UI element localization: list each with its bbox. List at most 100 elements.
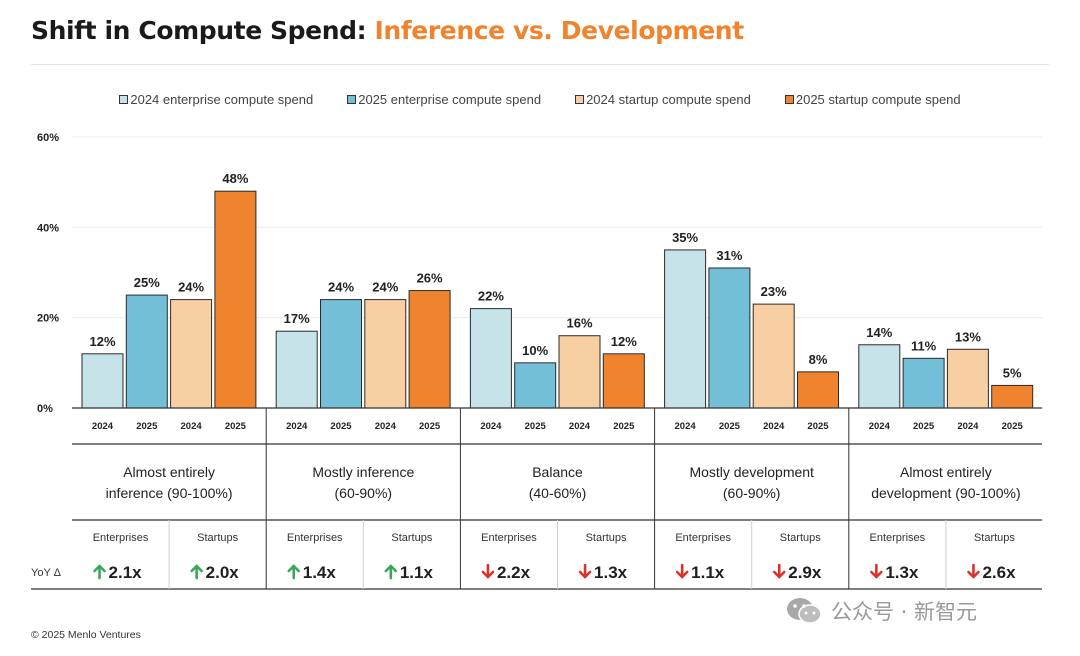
yoy-column-label: Startups [974, 532, 1015, 544]
bar [602, 353, 645, 409]
x-tick-label: 2024 [480, 421, 502, 432]
watermark-text: 公众号 · 新智元 [831, 600, 978, 624]
bar-value-label: 11% [911, 338, 937, 353]
bar-value-label: 25% [134, 275, 160, 290]
yoy-column-label: Enterprises [287, 532, 343, 544]
legend-item-startup-2025: 2025 startup compute spend [784, 92, 961, 107]
yoy-row-label: YoY Δ [31, 567, 62, 579]
x-tick-label: 2024 [286, 421, 308, 432]
bar-value-label: 31% [716, 248, 742, 263]
yoy-value: 1.1x [400, 563, 434, 582]
title-divider [31, 64, 1049, 65]
x-tick-label: 2025 [719, 421, 741, 432]
legend-swatch-enterprise-2024 [119, 95, 129, 104]
bar-value-label: 24% [328, 280, 354, 295]
group-label-line2: inference (90-100%) [106, 485, 233, 501]
bar-value-label: 24% [178, 280, 204, 295]
bar-value-label: 16% [566, 316, 592, 331]
bar [902, 357, 945, 409]
down-arrow-icon [578, 563, 592, 579]
legend-item-enterprise-2025: 2025 enterprise compute spend [347, 92, 541, 107]
x-tick-label: 2024 [181, 421, 203, 432]
bar [514, 362, 557, 409]
yoy-value: 2.2x [497, 563, 531, 582]
y-tick-label: 40% [37, 222, 59, 234]
x-tick-label: 2025 [613, 421, 635, 432]
x-tick-label: 2025 [1002, 421, 1024, 432]
yoy-value: 1.1x [691, 563, 725, 582]
yoy-column-label: Startups [780, 532, 821, 544]
bar-value-label: 22% [478, 289, 504, 304]
up-arrow-icon [190, 564, 203, 580]
group-label-line1: Mostly development [689, 464, 814, 480]
bar [408, 290, 451, 409]
copyright-footer: © 2025 Menlo Ventures [31, 629, 141, 641]
legend-label-startup-2024: 2024 startup compute spend [586, 92, 751, 107]
bar-value-label: 12% [89, 334, 115, 349]
group-label-line2: (40-60%) [529, 485, 587, 501]
yoy-column-label: Enterprises [481, 532, 537, 544]
bar-value-label: 14% [866, 325, 892, 340]
yoy-column-label: Startups [391, 532, 432, 544]
group-label-line2: (60-90%) [723, 485, 781, 501]
bar [558, 335, 601, 409]
yoy-column-label: Enterprises [870, 532, 926, 544]
watermark: 公众号 · 新智元 [785, 596, 977, 626]
down-arrow-icon [870, 563, 883, 579]
x-tick-label: 2025 [913, 421, 935, 432]
legend: 2024 enterprise compute spend 2025 enter… [0, 92, 1080, 107]
group-label-line1: Balance [532, 464, 583, 480]
x-tick-label: 2024 [569, 421, 591, 432]
yoy-column-label: Startups [197, 532, 238, 544]
x-tick-label: 2024 [869, 421, 891, 432]
x-tick-label: 2025 [807, 421, 829, 432]
down-arrow-icon [967, 563, 980, 579]
wechat-icon [787, 598, 822, 624]
bar [858, 344, 901, 409]
y-tick-label: 20% [37, 313, 59, 325]
title-accent: Inference vs. Development [374, 16, 745, 45]
up-arrow-icon [287, 564, 301, 580]
bar [81, 353, 124, 409]
y-tick-label: 0% [37, 403, 53, 415]
yoy-column-label: Enterprises [675, 532, 731, 544]
bar-value-label: 23% [761, 284, 787, 299]
x-tick-label: 2024 [957, 421, 979, 432]
legend-item-startup-2024: 2024 startup compute spend [575, 92, 751, 107]
group-label-line1: Mostly inference [312, 464, 414, 480]
bar-value-label: 13% [955, 329, 981, 344]
yoy-value: 1.3x [885, 563, 919, 582]
down-arrow-icon [772, 563, 786, 579]
yoy-value: 2.0x [206, 563, 240, 582]
bar [946, 348, 989, 409]
x-tick-label: 2025 [225, 421, 247, 432]
yoy-value: 1.3x [594, 563, 628, 582]
bar [364, 299, 407, 409]
bar [125, 294, 168, 409]
legend-swatch-startup-2025 [784, 95, 794, 104]
bar [275, 330, 318, 409]
x-tick-label: 2024 [675, 421, 697, 432]
bar-value-label: 8% [809, 352, 828, 367]
bar [469, 308, 512, 409]
x-tick-label: 2024 [763, 421, 785, 432]
x-tick-label: 2025 [419, 421, 441, 432]
legend-swatch-enterprise-2025 [347, 95, 357, 104]
group-label-line2: (60-90%) [335, 485, 393, 501]
yoy-column-label: Enterprises [93, 532, 149, 544]
yoy-value: 2.6x [982, 563, 1016, 582]
x-tick-label: 2024 [375, 421, 397, 432]
up-arrow-icon [384, 564, 398, 580]
bar [170, 299, 213, 409]
yoy-column-label: Startups [586, 532, 627, 544]
down-arrow-icon [675, 563, 689, 579]
bar-value-label: 5% [1003, 365, 1022, 380]
down-arrow-icon [481, 563, 495, 579]
bar-value-label: 26% [417, 271, 443, 286]
bar-value-label: 24% [372, 280, 398, 295]
group-label-line1: Almost entirely [123, 464, 215, 480]
up-arrow-icon [93, 564, 106, 580]
bar [708, 267, 751, 409]
legend-label-enterprise-2025: 2025 enterprise compute spend [358, 92, 542, 107]
